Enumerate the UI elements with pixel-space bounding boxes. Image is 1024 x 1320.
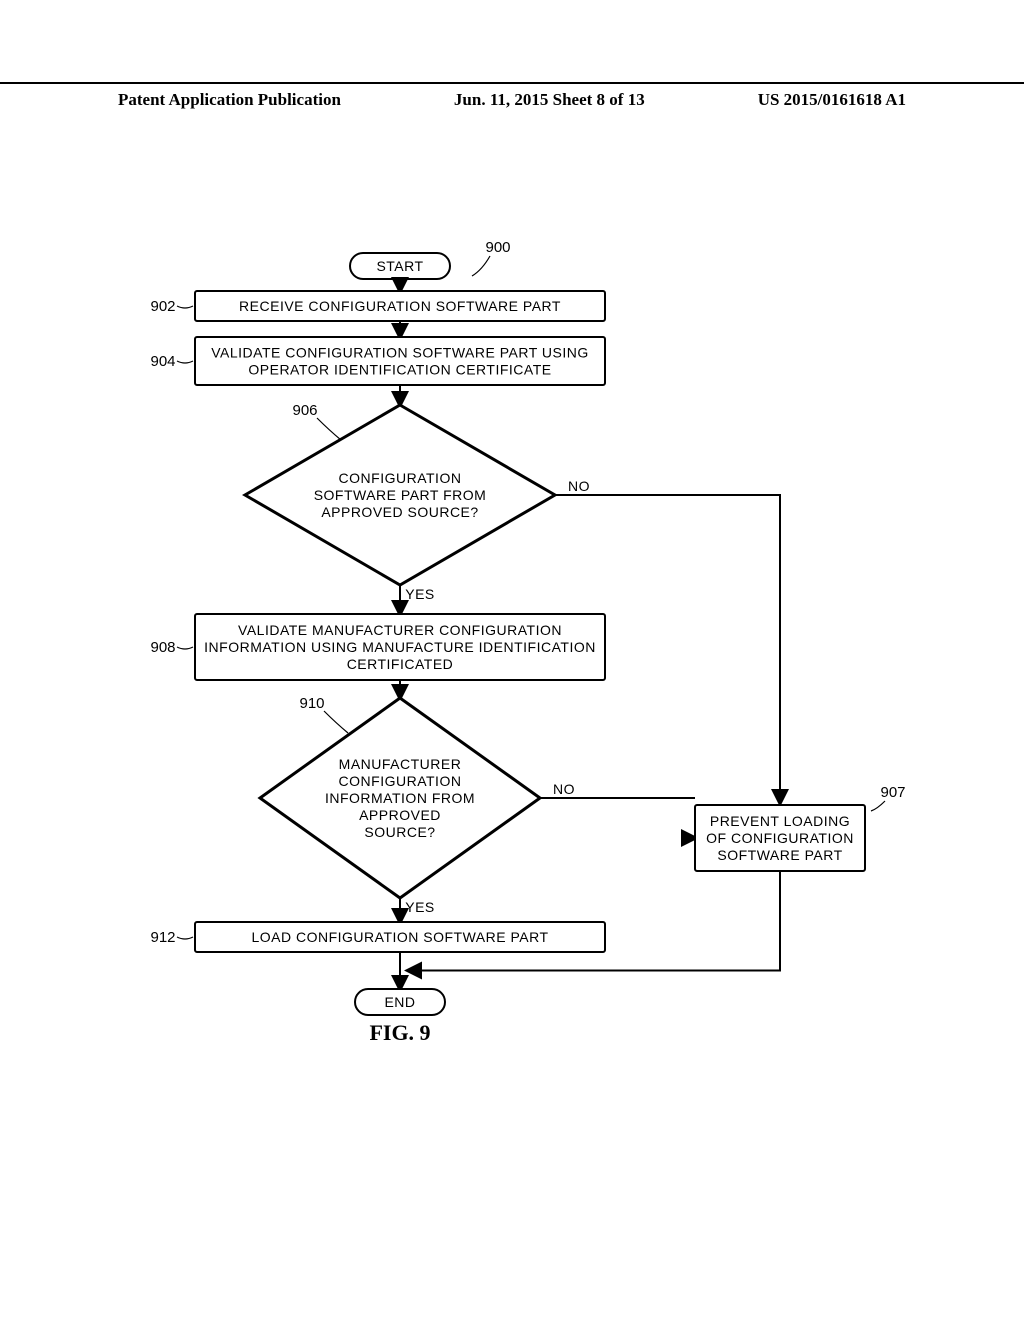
svg-text:RECEIVE CONFIGURATION SOFTWARE: RECEIVE CONFIGURATION SOFTWARE PART <box>239 298 561 314</box>
svg-text:YES: YES <box>405 586 435 602</box>
svg-text:PREVENT LOADING: PREVENT LOADING <box>710 813 850 829</box>
svg-text:900: 900 <box>485 240 510 256</box>
svg-text:INFORMATION FROM: INFORMATION FROM <box>325 790 475 806</box>
flowchart-figure-9: START 900 RECEIVE CONFIGURATION SOFTWARE P… <box>60 240 960 1070</box>
header-right: US 2015/0161618 A1 <box>758 90 1024 110</box>
svg-text:YES: YES <box>405 899 435 915</box>
svg-text:907: 907 <box>880 784 905 801</box>
svg-text:902: 902 <box>150 298 175 315</box>
svg-text:910: 910 <box>299 695 324 712</box>
patent-page: Patent Application Publication Jun. 11, … <box>0 0 1024 1320</box>
svg-text:APPROVED SOURCE?: APPROVED SOURCE? <box>321 504 478 520</box>
svg-text:OF CONFIGURATION: OF CONFIGURATION <box>706 830 854 846</box>
svg-text:CERTIFICATED: CERTIFICATED <box>347 656 454 672</box>
svg-text:FIG. 9: FIG. 9 <box>369 1020 430 1045</box>
svg-text:908: 908 <box>150 639 175 656</box>
svg-text:NO: NO <box>553 781 575 797</box>
header-left: Patent Application Publication <box>0 90 341 110</box>
page-header: Patent Application Publication Jun. 11, … <box>0 82 1024 110</box>
svg-text:START: START <box>376 258 423 274</box>
svg-text:OPERATOR IDENTIFICATION CERTIF: OPERATOR IDENTIFICATION CERTIFICATE <box>248 362 551 378</box>
svg-text:INFORMATION USING MANUFACTURE: INFORMATION USING MANUFACTURE IDENTIFICA… <box>204 639 596 655</box>
svg-text:LOAD CONFIGURATION SOFTWARE PA: LOAD CONFIGURATION SOFTWARE PART <box>251 929 548 945</box>
svg-text:NO: NO <box>568 478 590 494</box>
svg-text:CONFIGURATION: CONFIGURATION <box>339 773 462 789</box>
svg-text:SOURCE?: SOURCE? <box>364 824 435 840</box>
svg-text:SOFTWARE PART: SOFTWARE PART <box>717 847 842 863</box>
svg-text:912: 912 <box>150 929 175 946</box>
svg-text:APPROVED: APPROVED <box>359 807 441 823</box>
svg-text:MANUFACTURER: MANUFACTURER <box>339 756 462 772</box>
svg-text:VALIDATE MANUFACTURER CONFIGUR: VALIDATE MANUFACTURER CONFIGURATION <box>238 622 562 638</box>
header-mid: Jun. 11, 2015 Sheet 8 of 13 <box>454 90 645 110</box>
svg-text:END: END <box>384 994 415 1010</box>
svg-text:SOFTWARE PART FROM: SOFTWARE PART FROM <box>314 487 487 503</box>
svg-text:VALIDATE CONFIGURATION SOFTWAR: VALIDATE CONFIGURATION SOFTWARE PART USI… <box>211 345 589 361</box>
svg-text:906: 906 <box>292 402 317 419</box>
svg-text:904: 904 <box>150 353 175 370</box>
svg-text:CONFIGURATION: CONFIGURATION <box>339 470 462 486</box>
